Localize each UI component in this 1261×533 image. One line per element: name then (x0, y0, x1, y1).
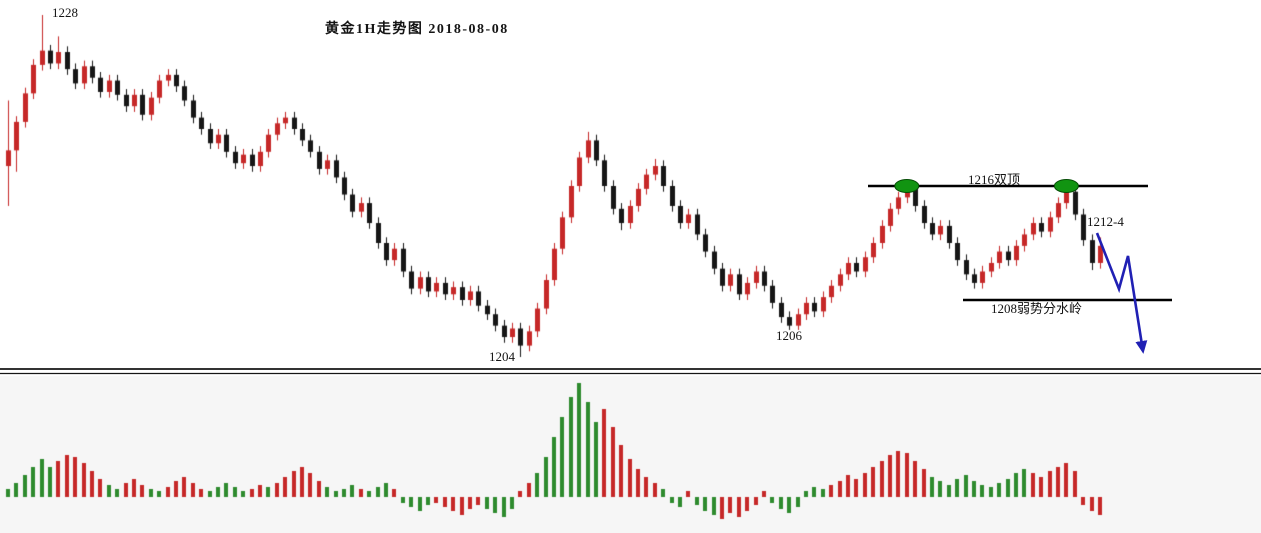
low-price-label: 1204 (489, 349, 515, 364)
peak-price-label: 1228 (52, 5, 78, 20)
secondary-low-price-label: 1206 (776, 328, 802, 343)
pullback-level-label: 1212-4 (1087, 214, 1124, 229)
double-top-label: 1216双顶 (968, 172, 1021, 187)
chart-title: 黄金1H走势图 2018-08-08 (325, 22, 509, 37)
watershed-label: 1208弱势分水岭 (991, 301, 1083, 316)
